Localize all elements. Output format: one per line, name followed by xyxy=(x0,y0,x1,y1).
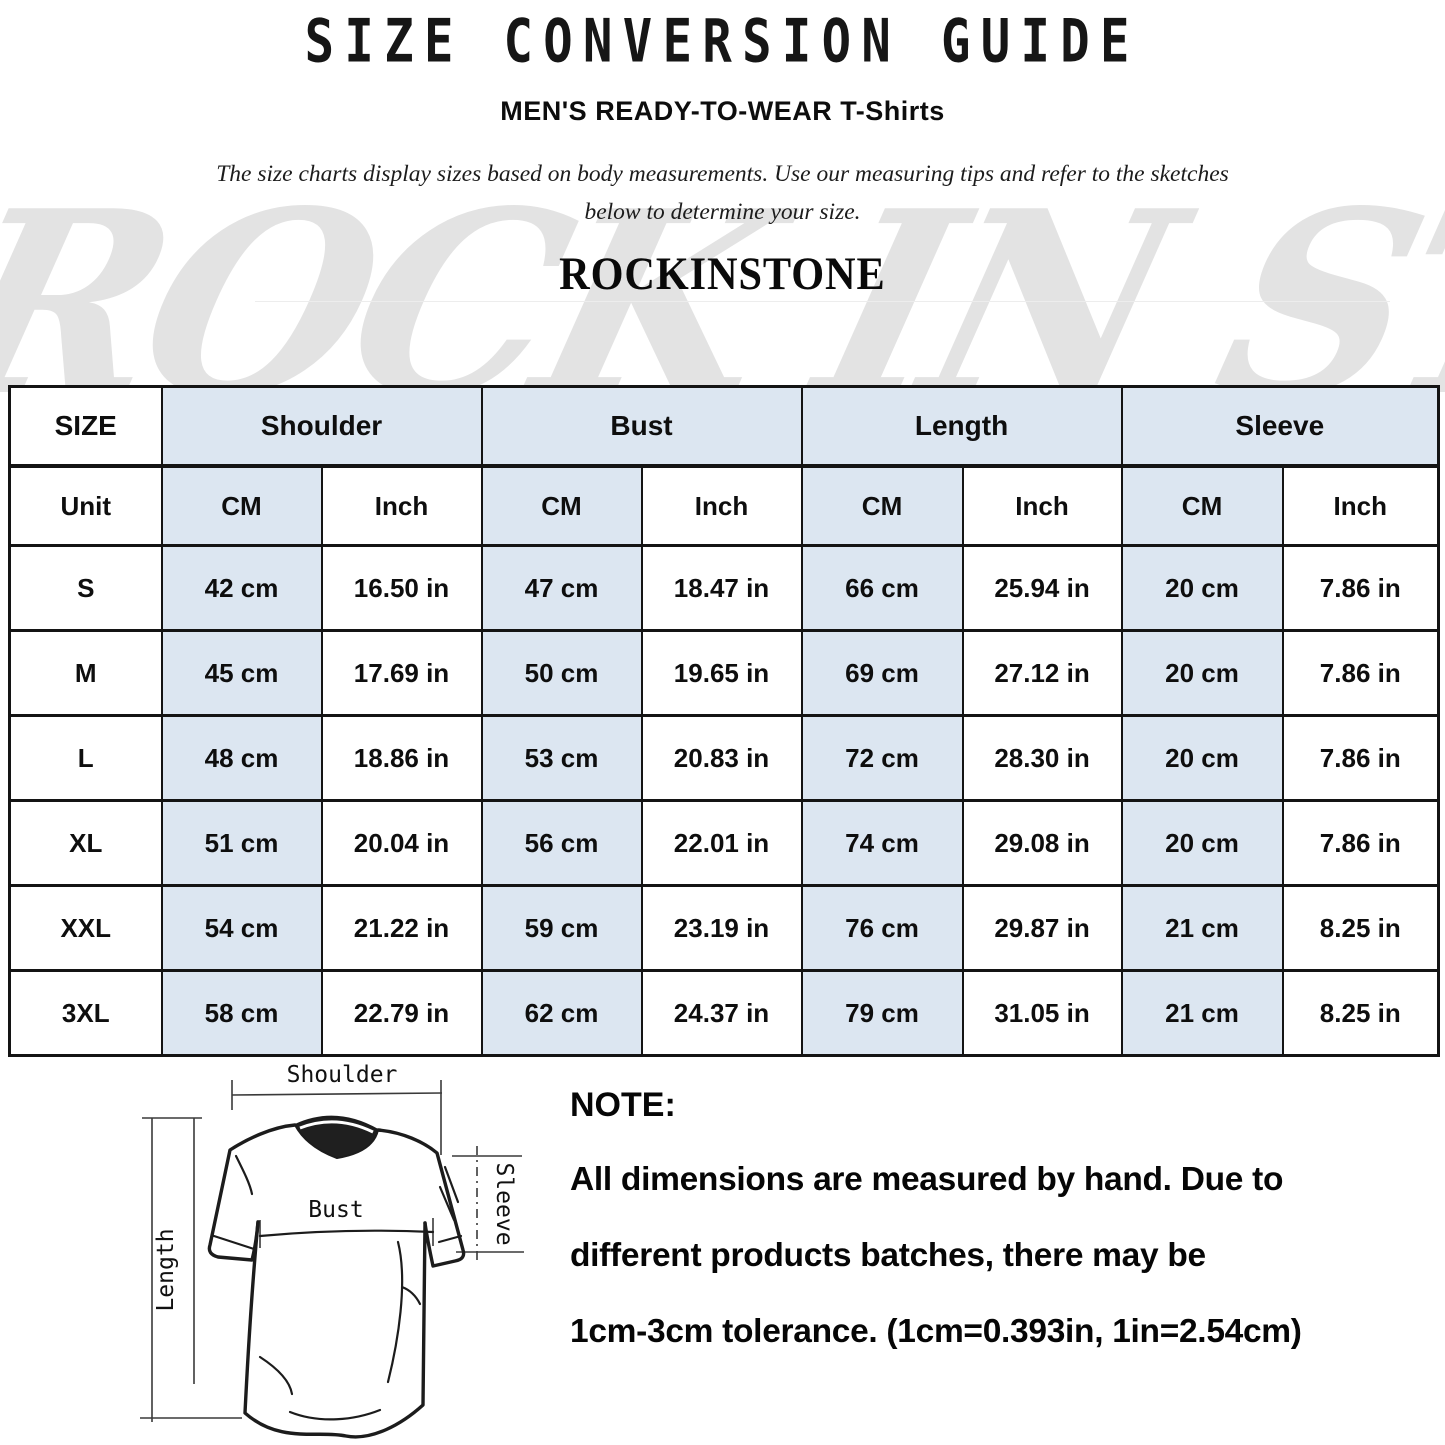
value-cell: 54 cm xyxy=(160,884,323,972)
value-cell: 20.83 in xyxy=(640,714,803,802)
value-cell: 29.08 in xyxy=(961,799,1123,887)
value-cell: 24.37 in xyxy=(640,969,803,1057)
note-line-2: different products batches, there may be xyxy=(570,1237,1206,1274)
unit-label: Unit xyxy=(8,464,163,547)
unit-cell: Inch xyxy=(640,464,803,547)
table-row: M 45 cm 17.69 in 50 cm 19.65 in 69 cm 27.12 in… xyxy=(8,629,1440,717)
value-cell: 48 cm xyxy=(160,714,323,802)
divider-line xyxy=(255,301,1390,302)
value-cell: 23.19 in xyxy=(640,884,803,972)
value-cell: 21 cm xyxy=(1120,884,1284,972)
value-cell: 62 cm xyxy=(480,969,643,1057)
unit-cell: CM xyxy=(480,464,643,547)
size-cell: 3XL xyxy=(8,969,163,1057)
value-cell: 20 cm xyxy=(1120,799,1284,887)
value-cell: 59 cm xyxy=(480,884,643,972)
value-cell: 42 cm xyxy=(160,544,323,632)
unit-cell: Inch xyxy=(961,464,1123,547)
value-cell: 27.12 in xyxy=(961,629,1123,717)
tshirt-measurement-diagram: Shoulder Bust Sleeve Length xyxy=(140,1062,524,1439)
value-cell: 7.86 in xyxy=(1281,799,1440,887)
value-cell: 56 cm xyxy=(480,799,643,887)
note-line-1: All dimensions are measured by hand. Due… xyxy=(570,1161,1284,1198)
value-cell: 19.65 in xyxy=(640,629,803,717)
value-cell: 66 cm xyxy=(800,544,964,632)
value-cell: 76 cm xyxy=(800,884,964,972)
description: The size charts display sizes based on b… xyxy=(0,155,1445,231)
table-row: L 48 cm 18.86 in 53 cm 20.83 in 72 cm 28.30 in… xyxy=(8,714,1440,802)
value-cell: 20 cm xyxy=(1120,544,1284,632)
value-cell: 20.04 in xyxy=(320,799,483,887)
brand-name: ROCKINSTONE xyxy=(559,248,886,300)
value-cell: 53 cm xyxy=(480,714,643,802)
header-group: Shoulder xyxy=(160,385,483,468)
value-cell: 47 cm xyxy=(480,544,643,632)
size-cell: XXL xyxy=(8,884,163,972)
value-cell: 18.86 in xyxy=(320,714,483,802)
value-cell: 7.86 in xyxy=(1281,714,1440,802)
header-size: SIZE xyxy=(8,385,163,468)
unit-cell: CM xyxy=(160,464,323,547)
unit-cell: Inch xyxy=(320,464,483,547)
table-unit-row: Unit CM Inch CM Inch CM Inch CM Inch xyxy=(8,464,1440,547)
table-row: XL 51 cm 20.04 in 56 cm 22.01 in 74 cm 29.08 i… xyxy=(8,799,1440,887)
value-cell: 8.25 in xyxy=(1281,884,1440,972)
table-header-row: SIZE Shoulder Bust Length Sleeve xyxy=(8,385,1440,468)
note-line-3: 1cm-3cm tolerance. (1cm=0.393in, 1in=2.5… xyxy=(570,1313,1302,1350)
value-cell: 20 cm xyxy=(1120,714,1284,802)
header: SIZE CONVERSION GUIDE MEN'S READY-TO-WEA… xyxy=(0,0,1445,301)
page-title: SIZE CONVERSION GUIDE xyxy=(304,7,1141,77)
size-cell: S xyxy=(8,544,163,632)
value-cell: 17.69 in xyxy=(320,629,483,717)
value-cell: 25.94 in xyxy=(961,544,1123,632)
description-line-1: The size charts display sizes based on b… xyxy=(216,161,1229,187)
value-cell: 18.47 in xyxy=(640,544,803,632)
size-cell: XL xyxy=(8,799,163,887)
value-cell: 79 cm xyxy=(800,969,964,1057)
value-cell: 16.50 in xyxy=(320,544,483,632)
header-group: Bust xyxy=(480,385,803,468)
value-cell: 21 cm xyxy=(1120,969,1284,1057)
diagram-label-shoulder: Shoulder xyxy=(287,1062,398,1088)
size-cell: M xyxy=(8,629,163,717)
value-cell: 7.86 in xyxy=(1281,544,1440,632)
value-cell: 74 cm xyxy=(800,799,964,887)
diagram-label-length: Length xyxy=(153,1228,179,1311)
value-cell: 72 cm xyxy=(800,714,964,802)
table-row: 3XL 58 cm 22.79 in 62 cm 24.37 in 79 cm 31.05 … xyxy=(8,969,1440,1057)
value-cell: 31.05 in xyxy=(961,969,1123,1057)
note-title: NOTE: xyxy=(570,1086,676,1124)
diagram-label-sleeve: Sleeve xyxy=(491,1162,517,1245)
value-cell: 58 cm xyxy=(160,969,323,1057)
value-cell: 20 cm xyxy=(1120,629,1284,717)
value-cell: 8.25 in xyxy=(1281,969,1440,1057)
value-cell: 50 cm xyxy=(480,629,643,717)
unit-cell: CM xyxy=(800,464,964,547)
value-cell: 22.79 in xyxy=(320,969,483,1057)
value-cell: 28.30 in xyxy=(961,714,1123,802)
value-cell: 51 cm xyxy=(160,799,323,887)
note-block: NOTE: All dimensions are measured by han… xyxy=(570,1086,1400,1389)
unit-cell: Inch xyxy=(1281,464,1440,547)
table-row: S 42 cm 16.50 in 47 cm 18.47 in 66 cm 25.94 in… xyxy=(8,544,1440,632)
size-conversion-table: SIZE Shoulder Bust Length Sleeve Unit CM Inch CM… xyxy=(8,385,1441,1057)
description-line-2: below to determine your size. xyxy=(584,199,861,225)
value-cell: 21.22 in xyxy=(320,884,483,972)
unit-cell: CM xyxy=(1120,464,1284,547)
value-cell: 7.86 in xyxy=(1281,629,1440,717)
value-cell: 45 cm xyxy=(160,629,323,717)
value-cell: 29.87 in xyxy=(961,884,1123,972)
diagram-label-bust: Bust xyxy=(308,1197,363,1223)
value-cell: 22.01 in xyxy=(640,799,803,887)
page-subtitle: MEN'S READY-TO-WEAR T-Shirts xyxy=(500,96,945,126)
size-cell: L xyxy=(8,714,163,802)
table-row: XXL 54 cm 21.22 in 59 cm 23.19 in 76 cm 29.87 … xyxy=(8,884,1440,972)
header-group: Length xyxy=(800,385,1123,468)
value-cell: 69 cm xyxy=(800,629,964,717)
header-group: Sleeve xyxy=(1120,385,1440,468)
size-table-body: SIZE Shoulder Bust Length Sleeve Unit CM Inch CM… xyxy=(8,385,1440,1057)
